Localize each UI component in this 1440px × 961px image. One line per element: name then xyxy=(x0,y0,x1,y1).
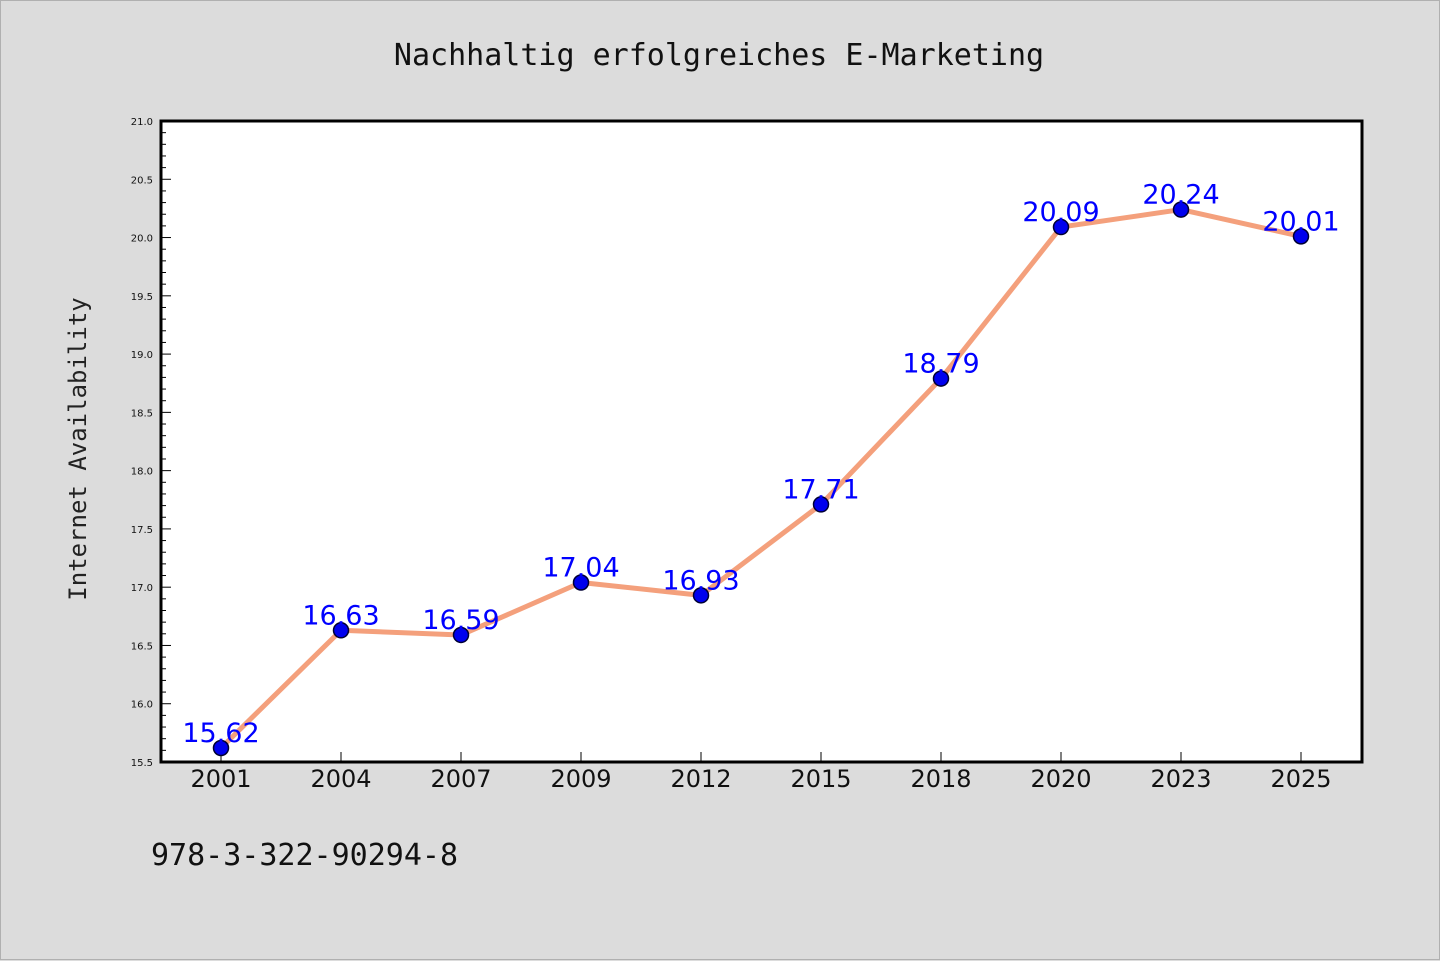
data-point xyxy=(212,739,230,757)
x-tick-label: 2025 xyxy=(1270,765,1331,793)
data-point xyxy=(332,622,350,639)
data-point xyxy=(572,574,590,591)
data-label: 20.24 xyxy=(1142,180,1219,211)
x-tick-label: 2023 xyxy=(1150,765,1211,793)
data-point xyxy=(692,587,710,604)
y-tick-label: 20.5 xyxy=(131,175,153,186)
data-point xyxy=(932,370,950,387)
series-line xyxy=(218,207,1304,751)
y-tick-label: 16.0 xyxy=(131,700,153,711)
data-point xyxy=(1172,201,1190,218)
x-tick-label: 2012 xyxy=(670,765,731,793)
data-point xyxy=(452,626,470,644)
x-tick-label: 2018 xyxy=(910,765,971,793)
y-tick-label: 15.5 xyxy=(131,758,153,769)
data-point xyxy=(812,496,830,513)
y-tick-label: 16.5 xyxy=(131,641,153,652)
data-labels: 15.62 16.63 16.59 17.04 16.93 17.71 18.79 20.09… xyxy=(182,180,1339,749)
data-label: 18.79 xyxy=(902,349,979,380)
data-label: 16.59 xyxy=(422,605,499,636)
x-tick-label: 2004 xyxy=(310,765,371,793)
plot-area xyxy=(159,119,1364,764)
x-tick-label: 2001 xyxy=(190,765,251,793)
series xyxy=(212,201,1310,757)
data-label: 20.09 xyxy=(1022,197,1099,228)
data-point xyxy=(1292,228,1310,245)
data-label: 16.93 xyxy=(662,565,739,596)
y-tick-label: 17.5 xyxy=(131,525,153,536)
chart-title: Nachhaltig erfolgreiches E-Marketing xyxy=(394,38,1044,73)
y-tick-label: 19.0 xyxy=(131,350,153,361)
data-label: 20.01 xyxy=(1262,206,1339,237)
x-tick-label: 2009 xyxy=(550,765,611,793)
y-tick-label: 17.0 xyxy=(131,583,153,594)
y-tick-label: 21.0 xyxy=(131,117,153,128)
y-tick-label: 20.0 xyxy=(131,234,153,245)
footnote-isbn: 978-3-322-90294-8 xyxy=(151,838,458,873)
x-tick-label: 2020 xyxy=(1030,765,1091,793)
x-tick-label: 2015 xyxy=(790,765,851,793)
data-label: 15.62 xyxy=(182,718,259,749)
data-label: 16.63 xyxy=(302,600,379,631)
y-tick-label: 18.5 xyxy=(131,408,153,419)
y-tick-label: 19.5 xyxy=(131,292,153,303)
y-tick-label: 18.0 xyxy=(131,467,153,478)
y-axis: 15.5 16.0 16.5 17.0 17.5 18.0 18.5 19.0 19.5 20.0… xyxy=(131,117,171,769)
data-label: 17.04 xyxy=(542,553,619,584)
x-tick-label: 2007 xyxy=(430,765,491,793)
x-axis: 2001 2004 2007 2009 2012 2015 2018 2020 2023 2025 xyxy=(190,752,1332,793)
data-point xyxy=(1052,218,1070,236)
data-label: 17.71 xyxy=(782,474,859,505)
y-axis-label: Internet Availability xyxy=(64,297,92,600)
